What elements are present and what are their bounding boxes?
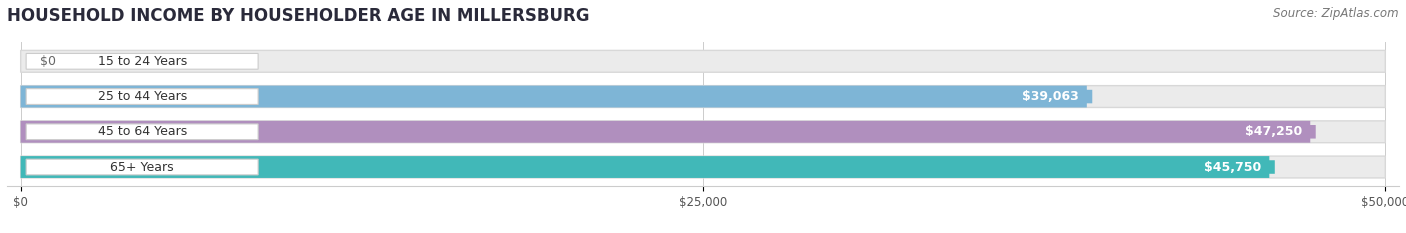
Text: Source: ZipAtlas.com: Source: ZipAtlas.com — [1274, 7, 1399, 20]
FancyBboxPatch shape — [27, 124, 259, 140]
FancyBboxPatch shape — [21, 156, 1270, 178]
FancyBboxPatch shape — [970, 90, 1092, 103]
FancyBboxPatch shape — [21, 156, 1385, 178]
FancyBboxPatch shape — [21, 86, 1385, 107]
FancyBboxPatch shape — [1152, 160, 1275, 174]
Text: 65+ Years: 65+ Years — [110, 161, 174, 174]
FancyBboxPatch shape — [1192, 125, 1316, 139]
FancyBboxPatch shape — [27, 159, 259, 175]
FancyBboxPatch shape — [21, 121, 1385, 143]
FancyBboxPatch shape — [21, 86, 1087, 107]
Text: 15 to 24 Years: 15 to 24 Years — [97, 55, 187, 68]
FancyBboxPatch shape — [27, 89, 259, 104]
Text: 45 to 64 Years: 45 to 64 Years — [97, 125, 187, 138]
FancyBboxPatch shape — [21, 50, 1385, 72]
Text: $39,063: $39,063 — [1022, 90, 1078, 103]
Text: $47,250: $47,250 — [1244, 125, 1302, 138]
FancyBboxPatch shape — [21, 121, 1310, 143]
Text: HOUSEHOLD INCOME BY HOUSEHOLDER AGE IN MILLERSBURG: HOUSEHOLD INCOME BY HOUSEHOLDER AGE IN M… — [7, 7, 589, 25]
Text: $45,750: $45,750 — [1204, 161, 1261, 174]
Text: 25 to 44 Years: 25 to 44 Years — [97, 90, 187, 103]
Text: $0: $0 — [39, 55, 56, 68]
FancyBboxPatch shape — [27, 53, 259, 69]
